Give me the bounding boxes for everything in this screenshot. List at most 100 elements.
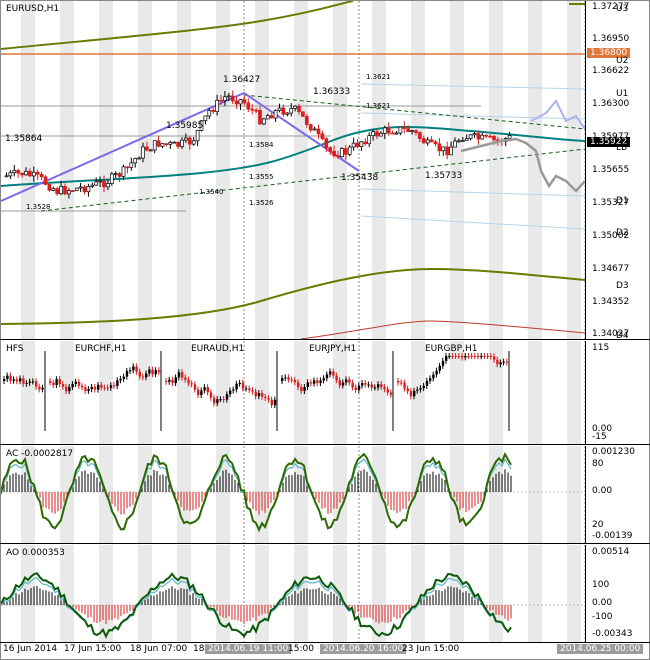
candle-body bbox=[31, 171, 36, 177]
annotation-left: 1.35864 bbox=[5, 134, 43, 144]
hfs-body bbox=[181, 372, 184, 378]
main-price-scale[interactable]: 1.37277 1.36950 1.36622 1.36300 1.35977 … bbox=[585, 1, 649, 339]
annotation-r2: 1.3621 bbox=[366, 102, 391, 110]
hfs-body bbox=[432, 374, 435, 379]
session-band bbox=[138, 446, 152, 543]
hfs-body bbox=[435, 370, 438, 375]
session-band bbox=[567, 446, 581, 543]
hfs-body bbox=[87, 389, 90, 391]
hfs-body bbox=[348, 379, 351, 383]
candle-body bbox=[445, 146, 450, 156]
hfs-body bbox=[480, 356, 483, 357]
session-band bbox=[528, 1, 542, 339]
hfs-body bbox=[219, 399, 222, 401]
candle-body bbox=[379, 133, 383, 137]
candle-body bbox=[86, 186, 91, 193]
hfs-body bbox=[325, 374, 329, 379]
hfs-body bbox=[71, 383, 74, 388]
candle-body bbox=[285, 112, 290, 115]
price-label: 1.34352 bbox=[592, 297, 630, 307]
hfs-body bbox=[103, 387, 106, 389]
scale-label: 0.00514 bbox=[592, 547, 630, 557]
pane-separator[interactable] bbox=[0, 339, 650, 340]
hfs-scale[interactable]: 115 0.00 -15 bbox=[585, 341, 649, 444]
hfs-body bbox=[22, 378, 25, 384]
session-band bbox=[177, 1, 191, 339]
hfs-canvas[interactable] bbox=[1, 341, 585, 444]
hfs-body bbox=[473, 356, 477, 357]
pane-separator[interactable] bbox=[0, 444, 650, 445]
ac-canvas[interactable] bbox=[1, 446, 585, 543]
ac-scale[interactable]: 0.001230 80 0.00 20 -0.00139 bbox=[585, 446, 649, 543]
hfs-body bbox=[193, 384, 197, 390]
candle-body bbox=[24, 170, 28, 176]
hfs-body bbox=[12, 379, 15, 381]
candle-body bbox=[324, 138, 329, 148]
session-band bbox=[99, 341, 113, 444]
candle-body bbox=[375, 131, 379, 137]
hfs-body bbox=[209, 392, 213, 398]
session-band bbox=[99, 1, 113, 339]
candle-body bbox=[398, 126, 403, 134]
price-label: 1.36622 bbox=[592, 66, 630, 76]
oscillator-line bbox=[1, 572, 512, 639]
hfs-body bbox=[190, 383, 193, 385]
scale-label: -15 bbox=[592, 432, 607, 442]
main-price-pane[interactable]: EURUSD,H1 1.36427 1.36333 1.35985 1.3586… bbox=[1, 1, 585, 339]
hfs-body bbox=[300, 387, 303, 392]
candle-body bbox=[219, 99, 223, 102]
hfs-pane[interactable]: HFS EURCHF,H1 EURAUD,H1 EURJPY,H1 EURGBP… bbox=[1, 341, 585, 444]
hfs-body bbox=[319, 380, 322, 384]
scale-label: 115 bbox=[592, 343, 610, 353]
candle-body bbox=[410, 130, 414, 133]
level-d3: D3 bbox=[616, 281, 629, 291]
candle-body bbox=[316, 128, 321, 135]
hfs-body bbox=[81, 385, 84, 388]
pane-separator[interactable] bbox=[0, 543, 650, 544]
session-band bbox=[372, 341, 386, 444]
hfs-body bbox=[313, 380, 316, 384]
candle-body bbox=[308, 124, 313, 131]
candle-body bbox=[297, 105, 301, 113]
hfs-body bbox=[370, 384, 373, 388]
hfs-body bbox=[322, 378, 325, 381]
hfs-body bbox=[461, 356, 464, 358]
projection-line bbox=[360, 112, 585, 120]
ac-pane[interactable]: AC -0.0002817 bbox=[1, 446, 585, 543]
candle-body bbox=[367, 135, 372, 145]
candle-body bbox=[281, 107, 286, 115]
ao-scale[interactable]: 0.00514 100 0.00 -100 -0.00343 bbox=[585, 545, 649, 642]
sub-euraud: EURAUD,H1 bbox=[191, 344, 245, 354]
hfs-body bbox=[19, 378, 22, 382]
hfs-body bbox=[235, 383, 238, 390]
hfs-body bbox=[49, 381, 52, 383]
scale-label: 0.001230 bbox=[592, 447, 635, 457]
candle-body bbox=[382, 127, 387, 134]
annotation-low-1: 1.35438 bbox=[341, 173, 379, 183]
hfs-body bbox=[448, 356, 451, 357]
hfs-body bbox=[90, 386, 93, 390]
candle-body bbox=[418, 132, 422, 139]
hfs-body bbox=[132, 366, 135, 371]
scale-label: -100 bbox=[592, 612, 613, 622]
sub-eurgbp: EURGBP,H1 bbox=[425, 344, 478, 354]
hfs-body bbox=[467, 356, 470, 357]
hfs-body bbox=[309, 382, 313, 384]
time-label: 16 Jun 2014 bbox=[3, 644, 58, 654]
hfs-body bbox=[303, 387, 306, 392]
session-band bbox=[294, 1, 308, 339]
price-chart-canvas[interactable] bbox=[1, 1, 585, 339]
ao-pane[interactable]: AO 0.000353 bbox=[1, 545, 585, 642]
session-band bbox=[138, 341, 152, 444]
candle-body bbox=[488, 135, 492, 138]
candle-body bbox=[148, 149, 153, 152]
current-price-tag: 1.35922 bbox=[587, 137, 631, 147]
hfs-body bbox=[41, 387, 44, 390]
ao-canvas[interactable] bbox=[1, 545, 585, 642]
session-band bbox=[333, 341, 347, 444]
hfs-body bbox=[187, 379, 190, 384]
hfs-body bbox=[165, 381, 168, 382]
session-band bbox=[60, 1, 74, 339]
candle-body bbox=[184, 137, 188, 141]
hfs-body bbox=[496, 359, 499, 365]
